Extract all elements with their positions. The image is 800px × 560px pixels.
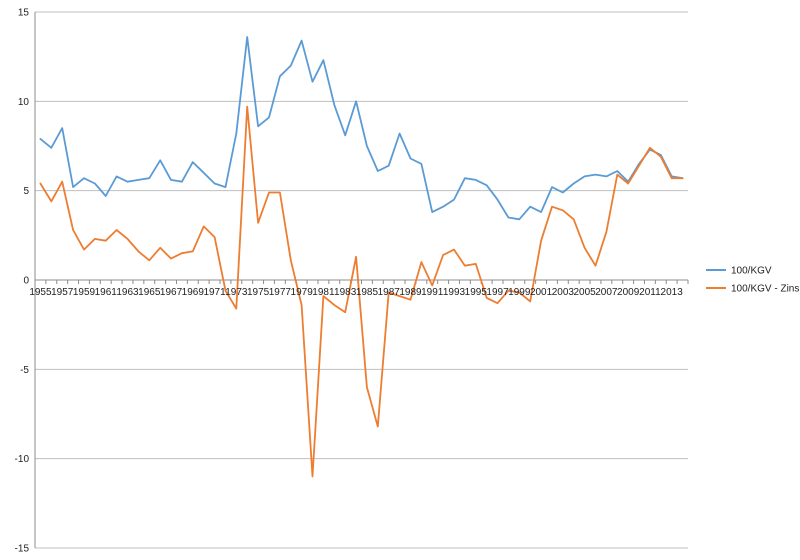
series-lines bbox=[39, 36, 684, 478]
y-tick-label: -5 bbox=[20, 365, 29, 376]
x-tick-label: 2001 bbox=[530, 287, 553, 298]
x-tick-label: 1993 bbox=[443, 287, 466, 298]
y-tick-label: 10 bbox=[18, 97, 30, 108]
x-tick-label: 1973 bbox=[225, 287, 248, 298]
x-tick-label: 1985 bbox=[356, 287, 379, 298]
x-tick-label: 2011 bbox=[639, 287, 661, 298]
x-tick-label: 1955 bbox=[29, 287, 52, 298]
y-tick-label: -10 bbox=[15, 454, 30, 465]
x-tick-label: 1961 bbox=[95, 287, 118, 298]
x-tick-label: 1987 bbox=[378, 287, 401, 298]
x-tick-label: 1979 bbox=[291, 287, 314, 298]
legend-label-2: 100/KGV - Zins bbox=[731, 284, 799, 295]
x-tick-label: 1959 bbox=[73, 287, 96, 298]
x-tick-label: 2003 bbox=[552, 287, 575, 298]
x-tick-label: 2005 bbox=[573, 287, 596, 298]
legend: 100/KGV 100/KGV - Zins bbox=[706, 266, 799, 295]
x-tick-label: 1995 bbox=[465, 287, 488, 298]
axes bbox=[34, 12, 689, 548]
x-tick-label: 1971 bbox=[203, 287, 226, 298]
x-tick-label: 1975 bbox=[247, 287, 270, 298]
series-line-2 bbox=[39, 105, 684, 478]
y-tick-label: 0 bbox=[23, 276, 29, 287]
x-tick-label: 1969 bbox=[182, 287, 205, 298]
x-tick-label: 1997 bbox=[486, 287, 509, 298]
x-tick-label: 1977 bbox=[269, 287, 292, 298]
x-tick-label: 1957 bbox=[51, 287, 74, 298]
x-tick-label: 2007 bbox=[595, 287, 618, 298]
legend-label-1: 100/KGV bbox=[731, 266, 772, 277]
x-tick-label: 1991 bbox=[421, 287, 444, 298]
x-tick-label: 2013 bbox=[661, 287, 684, 298]
x-tick-label: 2009 bbox=[617, 287, 640, 298]
x-tick-label: 1989 bbox=[399, 287, 422, 298]
y-tick-label: 5 bbox=[23, 186, 29, 197]
x-tick-label: 1981 bbox=[312, 287, 335, 298]
x-tick-label: 1999 bbox=[508, 287, 531, 298]
x-tick-label: 1967 bbox=[160, 287, 183, 298]
gridlines bbox=[35, 11, 688, 549]
series-line-1 bbox=[39, 36, 684, 221]
x-tick-label: 1983 bbox=[334, 287, 357, 298]
x-tick-label: 1963 bbox=[116, 287, 139, 298]
y-tick-label: 15 bbox=[18, 8, 30, 19]
y-tick-label: -15 bbox=[15, 544, 30, 555]
x-tick-label: 1965 bbox=[138, 287, 161, 298]
